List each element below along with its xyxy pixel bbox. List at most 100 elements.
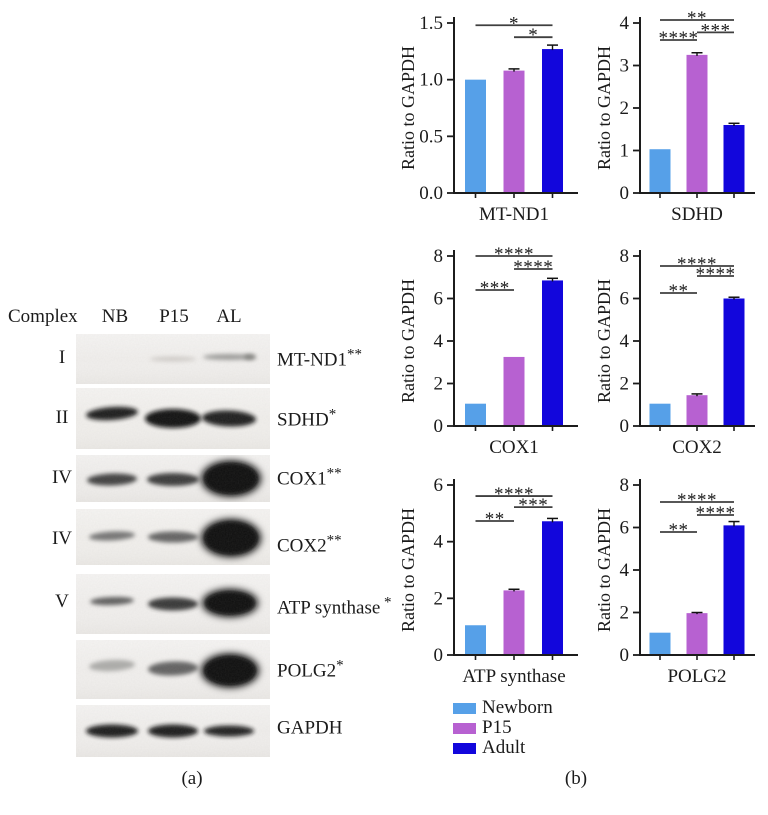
x-category-label: COX1 [489,437,539,458]
panel-b-caption: (b) [564,768,588,789]
blot-strip-gapdh [76,705,270,757]
y-tick-label: 0 [620,645,630,666]
bar-p15 [503,70,525,193]
blot-strip-cox2 [76,509,270,565]
protein-label-atp-synthase: ATP synthase * [277,594,392,619]
blot-strip-mt-nd1 [76,334,270,384]
significance-stars: ** [669,520,689,541]
x-category-label: ATP synthase [462,666,565,687]
protein-significance-stars: * [336,657,344,674]
protein-name: ATP synthase [277,597,381,619]
x-category-label: SDHD [671,204,723,225]
blot-strip-grain [76,455,270,502]
bar-adult [542,521,563,655]
legend-item-adult: Adult [453,738,553,758]
y-axis-label: Ratio to GAPDH [594,279,614,403]
y-tick-label: 4 [434,331,444,352]
legend-swatch-adult [453,742,476,754]
legend-swatch-newborn [453,702,476,714]
bar-newborn [649,632,671,655]
protein-significance-stars: ** [326,532,342,549]
bar-adult [723,298,745,426]
blot-strip-atp-synthase [76,574,270,634]
significance-stars: *** [518,495,548,516]
blot-strip-grain [76,574,270,634]
protein-label-gapdh: GAPDH [277,714,342,739]
y-tick-label: 8 [620,246,630,267]
y-tick-label: 0 [434,416,444,437]
complex-label-row1: I [58,347,66,368]
legend-label-newborn: Newborn [482,697,553,718]
complex-label-row3: IV [51,467,73,488]
y-tick-label: 6 [434,289,444,310]
y-tick-label: 0.5 [419,126,443,147]
legend-label-adult: Adult [482,737,526,758]
protein-label-cox1: COX1** [277,465,342,490]
significance-stars: * [509,13,519,34]
protein-significance-stars: * [380,594,392,611]
bar-adult [542,49,563,193]
significance-stars: *** [701,20,731,41]
x-category-label: POLG2 [667,666,726,687]
significance-stars: **** [513,257,553,278]
protein-name: GAPDH [277,717,343,739]
y-tick-label: 0 [434,645,444,666]
y-axis-label: Ratio to GAPDH [594,508,614,632]
bar-p15 [686,54,708,193]
y-tick-label: 8 [620,475,630,496]
chart-mt-nd1: 0.0 0.5 1.0 1.5 MT-ND1 Ratio to GAPDH * * [398,13,578,225]
complex-label-row4: IV [51,528,73,549]
panel-a-caption: (a) [181,768,203,789]
protein-label-mt-nd1: MT-ND1** [277,346,362,371]
protein-label-polg2: POLG2* [277,657,344,682]
significance-stars: **** [677,254,717,275]
y-tick-label: 8 [434,246,444,267]
bar-newborn [465,403,486,426]
y-tick-label: 4 [620,13,630,34]
blot-strip-grain [76,640,270,699]
y-axis-label: Ratio to GAPDH [594,46,614,170]
y-tick-label: 4 [434,532,444,553]
y-tick-label: 6 [434,475,444,496]
complex-label-row5: V [55,591,69,612]
y-tick-label: 4 [620,560,630,581]
y-tick-label: 1.0 [419,70,443,91]
significance-stars: ** [669,281,689,302]
y-tick-label: 1.5 [419,13,443,34]
y-axis-label: Ratio to GAPDH [398,508,418,632]
blot-strip-grain [76,334,270,384]
complex-header-label: Complex [8,306,78,327]
protein-name: MT-ND1 [277,349,348,371]
y-tick-label: 6 [620,289,630,310]
chart-sdhd: 0 1 2 3 4 SDHD Ratio to GAPDH ********* [594,8,755,225]
y-tick-label: 2 [620,603,630,624]
significance-stars: **** [494,244,534,265]
y-tick-label: 1 [620,141,630,162]
protein-significance-stars: ** [326,465,342,482]
bar-newborn [649,403,671,426]
protein-name: COX2 [277,535,327,557]
x-category-label: MT-ND1 [479,204,549,225]
y-tick-label: 4 [620,331,630,352]
complex-label-row2: II [55,407,69,428]
protein-name: COX1 [277,468,327,490]
significance-stars: **** [696,503,736,524]
y-tick-label: 0.0 [419,183,443,204]
blot-strip-sdhd [76,388,270,449]
protein-significance-stars: ** [347,346,363,363]
y-axis-label: Ratio to GAPDH [398,46,418,170]
blot-strip-grain [76,388,270,449]
significance-stars: **** [677,490,717,511]
bar-p15 [686,613,708,655]
lane-label-p15: P15 [159,306,189,327]
y-axis-label: Ratio to GAPDH [398,279,418,403]
bar-p15 [503,590,525,655]
significance-stars: *** [480,278,510,299]
bar-adult [723,525,745,655]
protein-name: POLG2 [277,660,337,682]
legend-item-p15: P15 [453,718,553,738]
blot-strip-grain [76,705,270,757]
